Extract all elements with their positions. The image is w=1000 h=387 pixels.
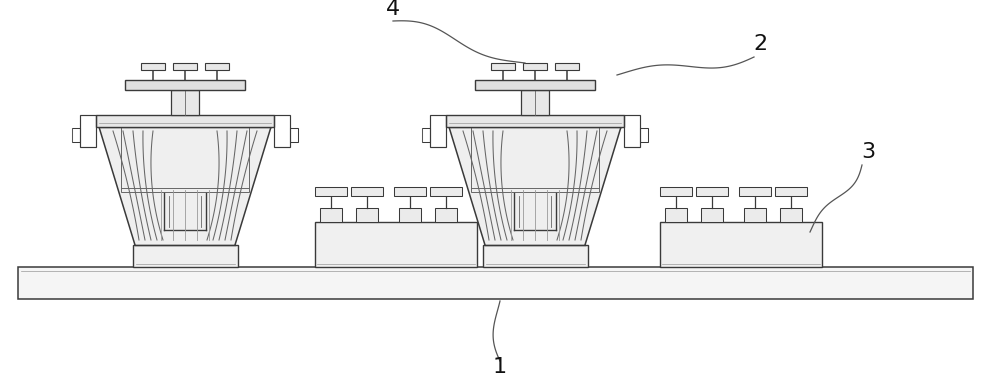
Bar — [356, 208, 378, 222]
Bar — [780, 208, 802, 222]
Bar — [491, 63, 515, 70]
Bar — [351, 187, 383, 196]
Bar — [660, 187, 692, 196]
Bar — [96, 115, 274, 127]
Bar — [665, 208, 687, 222]
Bar — [696, 187, 728, 196]
Bar — [430, 115, 446, 147]
Bar — [422, 128, 430, 142]
Bar — [320, 208, 342, 222]
Polygon shape — [449, 127, 621, 245]
Bar — [475, 80, 595, 90]
Bar — [435, 208, 457, 222]
Bar — [640, 128, 648, 142]
Text: 2: 2 — [753, 34, 767, 54]
Bar — [171, 90, 199, 115]
Text: 1: 1 — [493, 357, 507, 377]
Bar — [274, 115, 290, 147]
Bar — [18, 267, 973, 299]
Bar — [624, 115, 640, 147]
Bar — [446, 115, 624, 127]
Bar — [72, 128, 80, 142]
Bar — [205, 63, 229, 70]
Bar — [523, 63, 547, 70]
Bar — [80, 115, 96, 147]
Bar — [121, 127, 249, 192]
Bar — [125, 80, 245, 90]
Bar — [555, 63, 579, 70]
Bar — [394, 187, 426, 196]
Bar — [173, 63, 197, 70]
Text: 4: 4 — [386, 0, 400, 19]
Bar — [739, 187, 771, 196]
Text: 3: 3 — [861, 142, 875, 162]
Bar — [290, 128, 298, 142]
Bar — [430, 187, 462, 196]
Bar — [133, 245, 238, 267]
Bar — [483, 245, 588, 267]
Bar — [744, 208, 766, 222]
Bar — [471, 127, 599, 192]
Bar — [701, 208, 723, 222]
Bar — [141, 63, 165, 70]
Bar — [399, 208, 421, 222]
Bar — [315, 187, 347, 196]
Bar — [521, 90, 549, 115]
Bar — [660, 222, 822, 267]
Bar — [315, 222, 477, 267]
Polygon shape — [99, 127, 271, 245]
Bar — [775, 187, 807, 196]
